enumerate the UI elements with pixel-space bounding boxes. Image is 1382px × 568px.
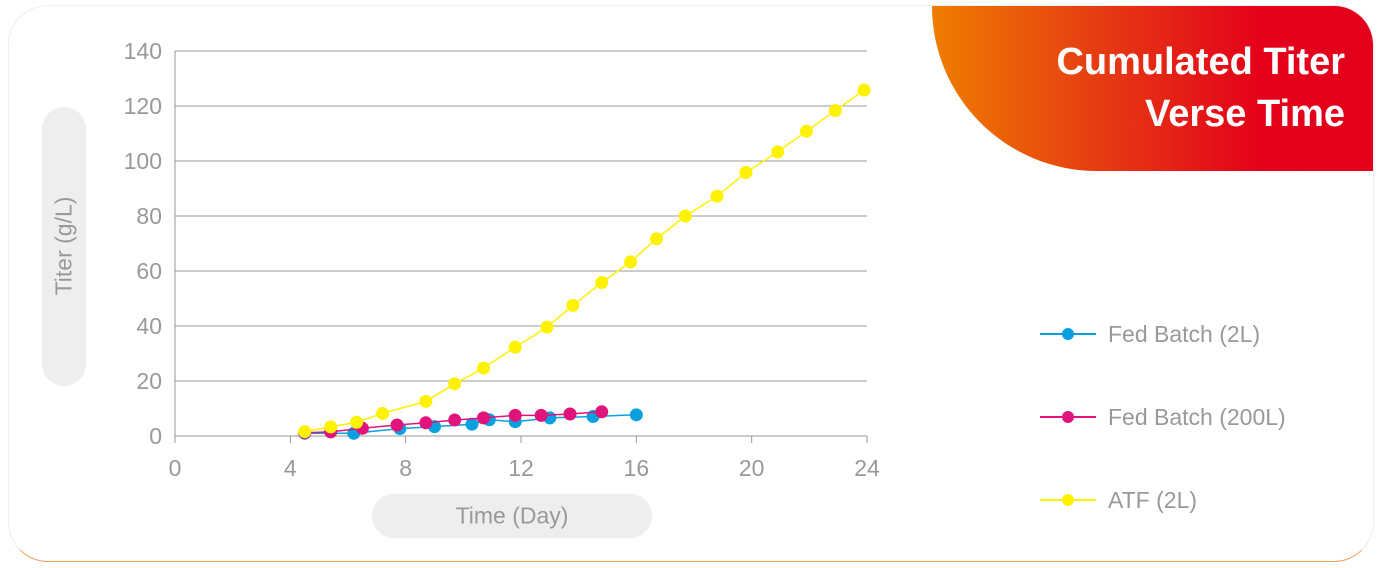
data-point (448, 377, 462, 391)
y-tick-label: 20 (136, 368, 162, 394)
y-tick-label: 140 (124, 38, 162, 64)
legend-item: ATF (2L) (1040, 480, 1197, 520)
data-point (799, 124, 813, 138)
data-point (771, 145, 785, 159)
data-point (376, 406, 390, 420)
data-point (298, 425, 312, 439)
legend-item: Fed Batch (2L) (1040, 314, 1260, 354)
title-badge: Cumulated Titer Verse Time (932, 6, 1373, 171)
y-tick-label: 40 (136, 313, 162, 339)
data-point (508, 408, 522, 422)
data-point (624, 255, 638, 269)
legend-swatch (1040, 326, 1096, 342)
data-point (419, 416, 433, 430)
data-point (595, 276, 609, 290)
data-point (419, 394, 433, 408)
data-point (324, 420, 338, 434)
legend-swatch (1040, 409, 1096, 425)
x-tick-label: 16 (624, 455, 650, 481)
legend-item: Fed Batch (200L) (1040, 397, 1286, 437)
y-tick-label: 0 (149, 423, 162, 449)
data-point (390, 418, 404, 432)
data-point (828, 104, 842, 118)
legend-swatch (1040, 492, 1096, 508)
data-point (477, 361, 491, 375)
y-tick-label: 100 (124, 148, 162, 174)
series-line-2 (304, 89, 865, 433)
y-tick-label: 60 (136, 258, 162, 284)
data-point (448, 413, 462, 427)
x-tick-label: 12 (508, 455, 534, 481)
x-tick-label: 0 (169, 455, 182, 481)
x-axis-label-pill (372, 494, 652, 538)
data-point (508, 340, 522, 354)
legend-label: Fed Batch (2L) (1108, 320, 1261, 347)
x-tick-label: 20 (739, 455, 765, 481)
data-point (540, 320, 554, 334)
x-tick-label: 8 (399, 455, 412, 481)
data-point (629, 408, 643, 422)
legend-label: Fed Batch (200L) (1108, 403, 1286, 430)
chart-card: Cumulated Titer Verse Time (8, 5, 1374, 562)
data-point (650, 232, 664, 246)
data-point (477, 411, 491, 425)
x-tick-label: 24 (854, 455, 880, 481)
x-tick-label: 4 (284, 455, 297, 481)
y-tick-label: 80 (136, 203, 162, 229)
data-point (739, 166, 753, 180)
chart-title: Cumulated Titer Verse Time (1056, 41, 1345, 135)
data-point (350, 415, 364, 429)
data-point (595, 405, 609, 419)
data-point (678, 209, 692, 223)
x-axis-label: Time (Day) (455, 502, 569, 529)
y-axis-label-pill (42, 107, 86, 386)
data-point (710, 189, 724, 203)
legend-label: ATF (2L) (1108, 486, 1198, 513)
data-point (563, 407, 577, 421)
data-point (534, 408, 548, 422)
data-point (857, 83, 871, 97)
y-tick-label: 120 (124, 93, 162, 119)
data-point (465, 417, 479, 431)
data-point (566, 298, 580, 312)
